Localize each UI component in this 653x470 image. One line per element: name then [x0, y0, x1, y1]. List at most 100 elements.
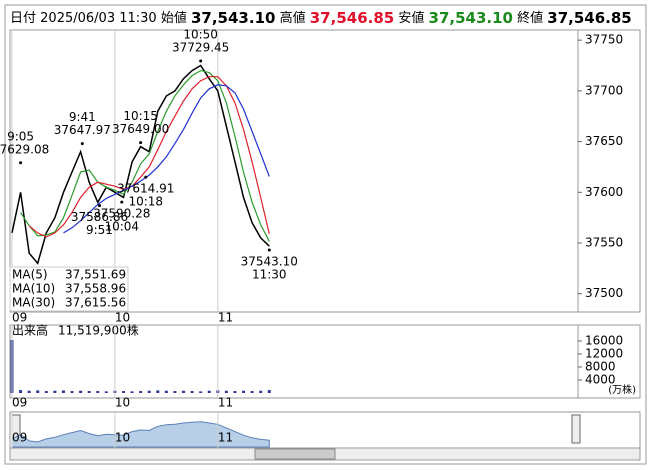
x-tick-label: 09	[12, 431, 27, 445]
price-value: 37,543.10	[191, 9, 275, 27]
low-time: 9:51	[86, 223, 113, 237]
volume-bar	[173, 391, 177, 393]
low-time: 11:30	[252, 268, 287, 282]
ma-line	[63, 84, 270, 234]
high-point	[199, 59, 203, 63]
high-point	[139, 141, 143, 145]
volume-bar	[224, 390, 228, 393]
volume-bar	[79, 390, 83, 393]
legend: MA(5) 37,551.69 MA(10) 37,558.96 MA(30) 37,61…	[9, 266, 129, 312]
low-price: 37614.91	[117, 182, 174, 196]
date-label: 日付	[10, 11, 36, 26]
low-time: 10:18	[128, 195, 163, 209]
x-tick-label: 11	[218, 311, 233, 325]
legend-name: MA(30)	[12, 296, 55, 310]
header: 日付 2025/06/03 11:30 始値 37,543.10 高値 37,5…	[10, 9, 632, 27]
price-label: 高値	[280, 10, 306, 26]
low-price: 37543.10	[241, 255, 298, 269]
navigator-area	[11, 421, 270, 448]
volume-axis	[577, 324, 641, 399]
volume-bar	[267, 390, 271, 393]
volume-bar	[19, 390, 23, 393]
volume-bar	[27, 390, 31, 393]
y-tick-label: 37500	[585, 286, 623, 300]
volume-bar	[199, 391, 203, 393]
high-point	[19, 161, 23, 165]
volume-unit: (万株)	[608, 383, 636, 396]
volume-bar	[36, 390, 40, 393]
x-tick-label: 09	[12, 311, 27, 325]
legend-name: MA(10)	[12, 282, 55, 296]
volume-bar	[250, 391, 254, 393]
main-axis	[577, 29, 641, 313]
volume-plot	[9, 324, 579, 399]
high-time: 10:50	[183, 27, 218, 41]
legend-name: MA(5)	[12, 268, 48, 282]
y-tick-label: 12000	[585, 346, 623, 360]
volume-total: 11,519,900株	[58, 323, 139, 338]
volume-bar	[207, 390, 211, 393]
volume-bar	[96, 391, 100, 393]
x-tick-label: 11	[218, 396, 233, 410]
x-tick-label: 11	[218, 431, 233, 445]
header-line: 日付 2025/06/03 11:30 始値 37,543.10 高値 37,5…	[10, 9, 632, 27]
volume-bar	[121, 391, 125, 393]
y-tick-label: 4000	[585, 372, 616, 386]
high-price: 37647.97	[54, 123, 111, 137]
high-price: 37729.45	[172, 40, 229, 54]
price-line	[11, 64, 270, 265]
main-chart: 37500 37550 37600 37650 37700 37750 09 10 11 10:5…	[0, 27, 623, 324]
high-time: 9:05	[7, 129, 34, 143]
low-point	[144, 175, 148, 179]
price-label: 始値	[161, 10, 187, 26]
high-point	[80, 142, 84, 146]
low-point	[120, 200, 124, 204]
price-value: 37,546.85	[547, 9, 631, 27]
volume-bar	[156, 390, 160, 393]
x-tick-label: 10	[115, 396, 130, 410]
x-tick-label: 09	[12, 396, 27, 410]
scroll-thumb[interactable]	[254, 448, 336, 460]
price-value: 37,546.85	[310, 9, 394, 27]
y-tick-label: 37700	[585, 83, 623, 97]
low-point	[97, 204, 101, 208]
volume-bar	[104, 391, 108, 393]
low-price: 37590.28	[93, 207, 150, 221]
nav-handle-right[interactable]	[571, 414, 581, 444]
datetime: 2025/06/03 11:30	[40, 11, 157, 26]
legend-box	[9, 266, 129, 312]
navigator-chart: 09 10 11	[11, 412, 270, 448]
volume-title: 出来高	[12, 323, 48, 338]
volume-bar	[61, 390, 65, 393]
legend-value: 37,615.56	[65, 296, 126, 310]
volume-bar	[130, 391, 134, 393]
legend-value: 37,551.69	[65, 268, 126, 282]
low-time: 10:04	[104, 220, 139, 234]
volume-bar	[70, 391, 74, 393]
ma-line	[28, 76, 270, 238]
price-label: 安値	[398, 10, 424, 26]
volume-bar	[233, 391, 237, 393]
volume-bar	[182, 390, 186, 393]
price-value: 37,543.10	[429, 9, 513, 27]
volume-bar	[53, 390, 57, 393]
legend-value: 37,558.96	[65, 282, 126, 296]
volume-bar	[259, 390, 263, 393]
x-tick-label: 10	[115, 311, 130, 325]
y-tick-label: 37600	[585, 185, 623, 199]
y-tick-label: 16000	[585, 333, 623, 347]
volume-bar	[87, 391, 91, 393]
volume-bar	[147, 390, 151, 393]
volume-bar	[139, 391, 143, 393]
volume-bar	[190, 391, 194, 393]
y-tick-label: 37550	[585, 236, 623, 250]
main-plot	[9, 29, 579, 313]
volume-bar	[164, 390, 168, 393]
y-tick-label: 37750	[585, 33, 623, 47]
high-price: 37629.08	[0, 142, 49, 156]
high-time: 10:15	[123, 109, 158, 123]
y-tick-label: 37650	[585, 134, 623, 148]
high-time: 9:41	[69, 110, 96, 124]
